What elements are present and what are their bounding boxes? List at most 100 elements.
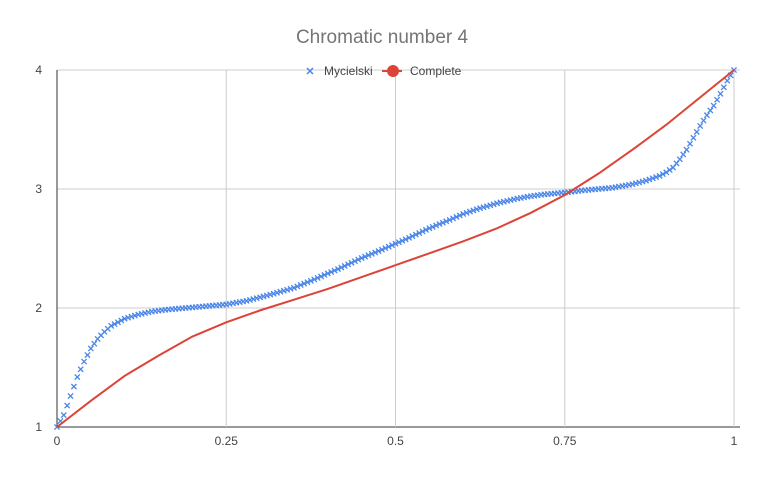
data-point-x-marker bbox=[131, 312, 138, 319]
data-point-x-marker bbox=[663, 169, 670, 176]
legend-marker-complete bbox=[387, 65, 399, 77]
data-point-x-marker bbox=[87, 345, 94, 352]
data-point-x-marker bbox=[358, 254, 365, 262]
data-point-x-marker bbox=[453, 213, 460, 221]
data-point-x-marker bbox=[290, 284, 298, 291]
data-point-x-marker bbox=[60, 412, 67, 419]
y-tick-label: 1 bbox=[35, 420, 42, 434]
x-tick-label: 0.25 bbox=[215, 434, 239, 448]
legend-label-mycielski: Mycielski bbox=[324, 64, 373, 78]
legend-label-complete: Complete bbox=[410, 64, 462, 78]
data-point-x-marker bbox=[653, 174, 660, 181]
data-point-x-marker bbox=[368, 250, 375, 257]
data-point-x-marker bbox=[456, 212, 463, 219]
data-point-x-marker bbox=[385, 243, 392, 250]
x-tick-label: 0.75 bbox=[553, 434, 577, 448]
data-point-x-marker bbox=[426, 225, 433, 232]
data-point-x-marker bbox=[125, 314, 132, 321]
data-point-x-marker bbox=[378, 246, 386, 253]
data-point-x-marker bbox=[422, 226, 430, 233]
series-line-complete bbox=[56, 69, 735, 428]
data-point-x-marker bbox=[348, 259, 355, 266]
data-point-x-marker bbox=[67, 393, 74, 400]
data-point-x-marker bbox=[412, 231, 419, 238]
data-point-x-marker bbox=[439, 219, 446, 226]
data-point-x-marker bbox=[405, 234, 413, 241]
data-point-x-marker bbox=[460, 210, 467, 218]
data-point-x-marker bbox=[108, 322, 115, 329]
data-point-x-marker bbox=[70, 383, 77, 390]
data-point-x-marker bbox=[304, 279, 311, 286]
data-point-x-marker bbox=[321, 271, 328, 279]
data-point-x-marker bbox=[399, 237, 406, 244]
data-point-x-marker bbox=[128, 313, 135, 320]
data-point-x-marker bbox=[331, 267, 338, 274]
data-point-x-marker bbox=[392, 240, 399, 247]
data-point-x-marker bbox=[328, 268, 335, 276]
x-tick-label: 0 bbox=[54, 434, 61, 448]
data-point-x-marker bbox=[114, 319, 121, 326]
data-point-x-marker bbox=[409, 233, 416, 240]
data-point-x-marker bbox=[419, 228, 426, 235]
data-point-x-marker bbox=[375, 248, 382, 255]
data-point-x-marker bbox=[646, 176, 653, 183]
data-point-x-marker bbox=[659, 171, 666, 178]
axes: 1 2 3 4 0 0.25 0.5 0.75 1 bbox=[35, 63, 737, 448]
data-point-x-marker bbox=[446, 216, 453, 223]
data-point-x-marker bbox=[372, 249, 379, 256]
y-tick-label: 4 bbox=[35, 63, 42, 77]
data-point-x-marker bbox=[341, 262, 348, 270]
data-point-x-marker bbox=[466, 208, 474, 215]
data-point-x-marker bbox=[693, 128, 700, 135]
data-point-x-marker bbox=[77, 366, 84, 373]
data-point-x-marker bbox=[389, 242, 396, 249]
x-tick-label: 1 bbox=[731, 434, 738, 448]
data-point-x-marker bbox=[707, 107, 714, 114]
x-tick-label: 0.5 bbox=[387, 434, 404, 448]
data-point-x-marker bbox=[710, 102, 717, 109]
data-point-x-marker bbox=[449, 215, 457, 222]
data-point-x-marker bbox=[714, 96, 721, 103]
data-point-x-marker bbox=[642, 177, 650, 184]
data-point-x-marker bbox=[429, 223, 436, 230]
data-point-x-marker bbox=[703, 112, 710, 119]
data-point-x-marker bbox=[121, 315, 128, 322]
data-point-x-marker bbox=[351, 258, 358, 265]
y-tick-label: 2 bbox=[35, 301, 42, 315]
grid bbox=[57, 69, 740, 428]
data-point-x-marker bbox=[433, 222, 440, 229]
data-point-x-marker bbox=[690, 134, 697, 141]
data-point-x-marker bbox=[301, 280, 308, 287]
plot-area bbox=[53, 66, 738, 431]
data-point-x-marker bbox=[324, 270, 331, 277]
y-tick-label: 3 bbox=[35, 182, 42, 196]
data-point-x-marker bbox=[74, 373, 81, 381]
data-point-x-marker bbox=[91, 340, 98, 347]
data-point-x-marker bbox=[338, 264, 345, 271]
chart-title: Chromatic number 4 bbox=[296, 27, 469, 48]
data-point-x-marker bbox=[64, 402, 71, 409]
data-point-x-marker bbox=[416, 229, 423, 237]
data-point-x-marker bbox=[686, 140, 694, 147]
data-point-x-marker bbox=[81, 358, 88, 365]
data-point-x-marker bbox=[382, 245, 389, 252]
data-point-x-marker bbox=[294, 283, 301, 290]
data-point-x-marker bbox=[314, 274, 321, 282]
data-point-x-marker bbox=[656, 172, 663, 179]
data-point-x-marker bbox=[720, 84, 727, 91]
data-point-x-marker bbox=[345, 261, 352, 268]
series-mycielski bbox=[53, 66, 738, 431]
data-point-x-marker bbox=[470, 207, 477, 214]
data-point-x-marker bbox=[334, 265, 342, 273]
data-point-x-marker bbox=[717, 90, 724, 97]
data-point-x-marker bbox=[680, 151, 687, 158]
legend: Mycielski Complete bbox=[306, 64, 462, 78]
data-point-x-marker bbox=[666, 166, 673, 174]
data-point-x-marker bbox=[683, 146, 690, 153]
data-point-x-marker bbox=[676, 156, 683, 163]
data-point-x-marker bbox=[297, 281, 304, 289]
data-point-x-marker bbox=[395, 239, 402, 246]
data-point-x-marker bbox=[724, 77, 731, 84]
